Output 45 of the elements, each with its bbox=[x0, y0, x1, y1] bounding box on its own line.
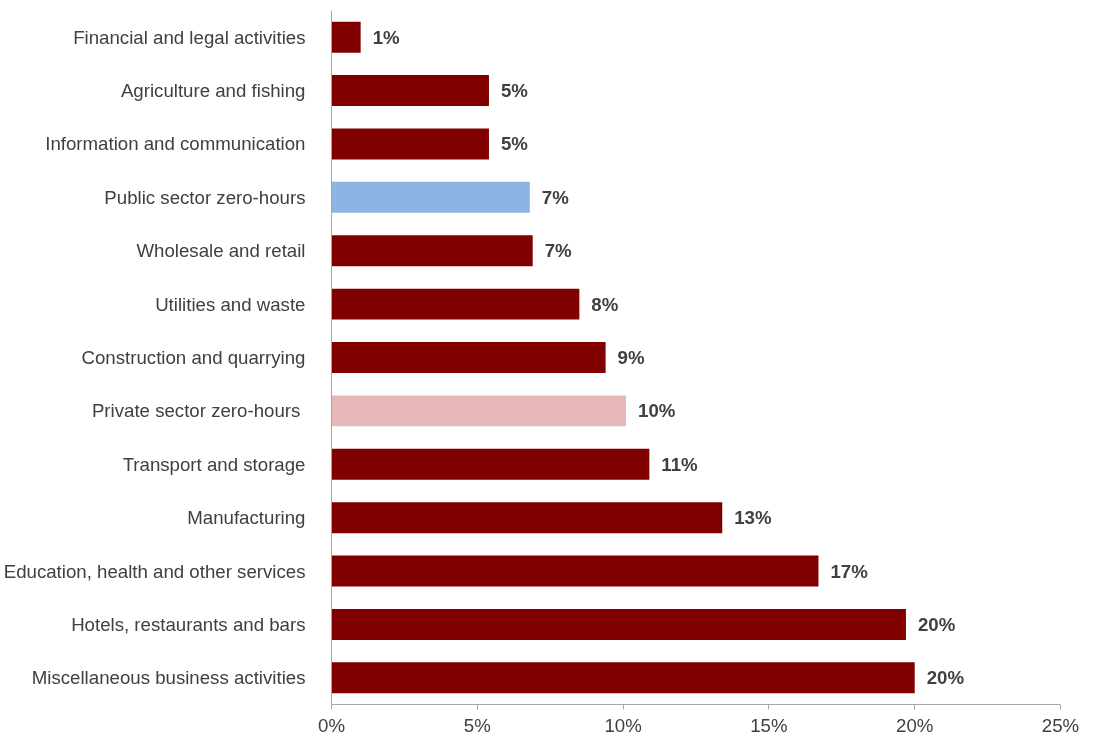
bar bbox=[331, 555, 819, 587]
data-label: 11% bbox=[661, 453, 699, 475]
bar bbox=[331, 181, 530, 213]
data-label: 8% bbox=[591, 293, 619, 315]
data-label: 20% bbox=[917, 613, 956, 635]
bar bbox=[331, 395, 627, 427]
data-label: 9% bbox=[617, 347, 645, 368]
data-label: 10% bbox=[638, 400, 676, 422]
x-tick-label: 20% bbox=[896, 714, 934, 736]
y-tick-label: Financial and legal activities bbox=[73, 26, 306, 48]
y-tick-label: Manufacturing bbox=[187, 507, 306, 529]
bar bbox=[331, 342, 606, 373]
y-tick-label: Education, health and other services bbox=[3, 560, 306, 582]
data-label: 7% bbox=[544, 240, 573, 262]
y-tick-label: Information and communication bbox=[45, 133, 306, 155]
bar bbox=[331, 662, 915, 694]
y-tick-label: Agriculture and fishing bbox=[120, 80, 306, 102]
bar bbox=[331, 75, 489, 107]
y-tick-label: Construction and quarrying bbox=[81, 347, 306, 368]
y-tick-label: Public sector zero-hours bbox=[104, 186, 306, 208]
y-tick-label: Transport and storage bbox=[122, 453, 306, 475]
bar bbox=[331, 21, 361, 53]
y-tick-label: Hotels, restaurants and bars bbox=[71, 613, 306, 635]
y-tick-label: Wholesale and retail bbox=[136, 240, 306, 262]
x-tick-label: 5% bbox=[463, 714, 491, 736]
x-tick-label: 15% bbox=[750, 714, 788, 736]
data-label: 7% bbox=[541, 186, 570, 208]
bar bbox=[331, 235, 533, 267]
bar bbox=[331, 502, 723, 534]
y-tick-label: Utilities and waste bbox=[155, 293, 306, 315]
data-label: 1% bbox=[372, 26, 401, 48]
x-tick-label: 25% bbox=[1041, 714, 1080, 736]
data-label: 13% bbox=[734, 507, 772, 529]
data-label: 17% bbox=[830, 560, 869, 582]
data-label: 20% bbox=[926, 667, 965, 689]
bar bbox=[331, 288, 580, 320]
bar bbox=[331, 448, 650, 480]
data-label: 5% bbox=[500, 133, 529, 155]
x-tick-label: 0% bbox=[318, 714, 345, 736]
bar bbox=[331, 128, 489, 160]
y-tick-label: Miscellaneous business activities bbox=[31, 667, 306, 689]
x-tick-label: 10% bbox=[604, 714, 642, 736]
data-label: 5% bbox=[500, 80, 529, 102]
y-tick-label: Private sector zero-hours bbox=[91, 400, 301, 422]
bar bbox=[331, 608, 906, 640]
